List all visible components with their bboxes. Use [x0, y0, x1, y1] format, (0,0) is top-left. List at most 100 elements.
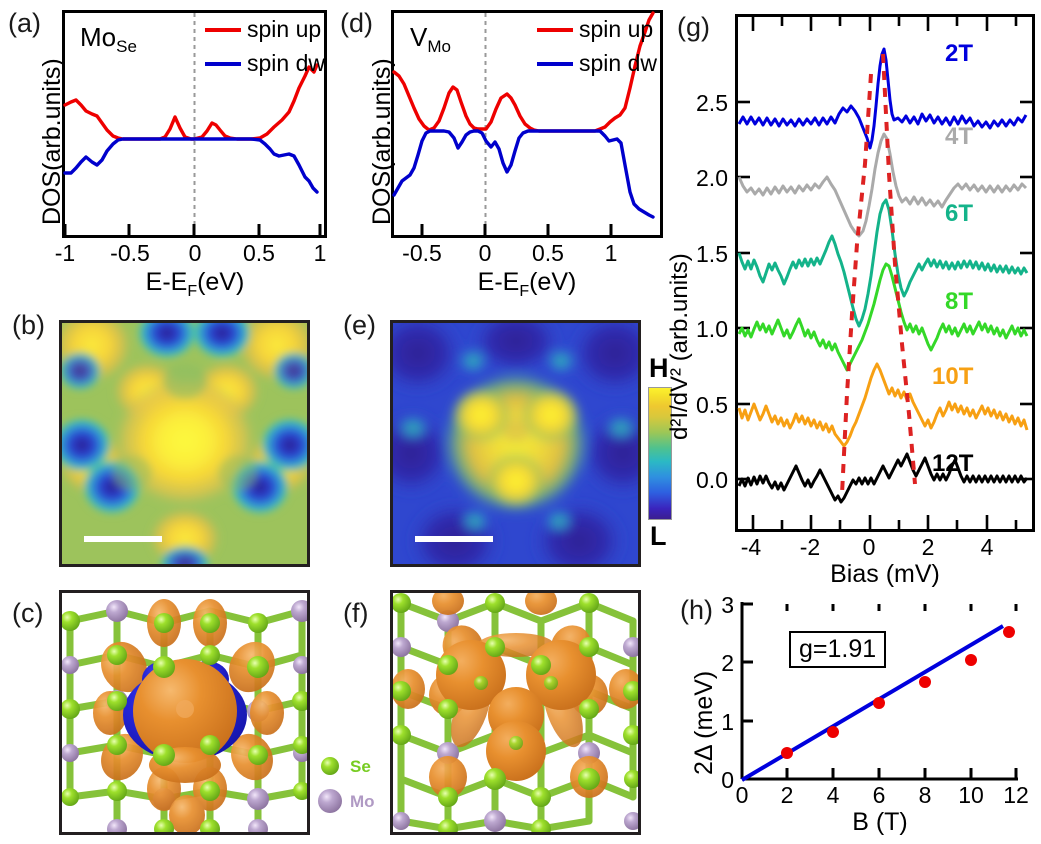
panel-h-ytick-3: 3: [721, 592, 734, 618]
series-12T: [737, 452, 1029, 504]
panel-a-ylabel: DOS(arb.units): [38, 58, 66, 225]
panel-h-data-points: [781, 626, 1015, 759]
panel-a-xtick-4: 1: [313, 240, 327, 266]
colorbar-high-label: H: [649, 353, 669, 383]
panel-d-svg: [391, 10, 663, 238]
legend-line-spin-up-d: [537, 28, 573, 32]
panel-g-xtick-2: 0: [862, 534, 876, 560]
panel-h-ytick-0: 0: [721, 767, 734, 793]
panel-g-curve-label-12T: 12T: [932, 450, 974, 477]
panel-h-xtick-6: 12: [1003, 782, 1029, 808]
panel-e-label: (e): [343, 310, 376, 340]
panel-d-label: (d): [340, 8, 373, 38]
series-4T: [737, 132, 1028, 238]
panel-h-xlabel: B (T): [852, 808, 908, 836]
panel-g-xtick-4: 4: [980, 534, 994, 560]
legend-label-se: Se: [350, 757, 371, 776]
guide-left: [840, 73, 873, 495]
panel-c-image: [59, 590, 310, 835]
panel-a-annotation: MoSe: [80, 22, 137, 57]
panel-g-ytick-1: 0.5: [696, 392, 728, 418]
panel-d-annotation: VMo: [410, 22, 451, 57]
panel-a-chart: [62, 10, 327, 238]
legend-label-mo: Mo: [350, 792, 375, 811]
panel-d-xlabel-main: E-E: [477, 268, 520, 296]
panel-b-stm-map: [62, 323, 307, 564]
panel-g-ytick-3: 1.5: [696, 241, 728, 267]
panel-d-xtick-1: 0: [478, 240, 492, 266]
panel-b-image: [59, 320, 310, 567]
panel-g-ytick-5: 2.5: [696, 90, 728, 116]
series-10T: [737, 362, 1029, 448]
panel-b-scalebar: [84, 536, 162, 542]
panel-g-curve-label-6T: 6T: [945, 200, 974, 227]
panel-g-label: (g): [677, 12, 710, 42]
panel-a-xtick-1: -0.5: [110, 240, 150, 266]
legend-line-spin-dw-a: [205, 62, 241, 66]
panel-g-curve-label-4T: 4T: [945, 123, 974, 150]
panel-b-label: (b): [12, 310, 45, 340]
series-8T: [737, 262, 1029, 372]
panel-h-chart: [739, 602, 1020, 782]
panel-d-ylabel: DOS(arb.units): [368, 58, 396, 225]
mo-atom-icon: [318, 789, 342, 813]
series-spin-dw-a: [63, 137, 319, 194]
panel-d-annotation-main: V: [410, 22, 428, 52]
panel-d-xtick-3: 1: [604, 240, 618, 266]
panel-a-label: (a): [8, 8, 41, 38]
atom-legend-svg: [318, 757, 342, 813]
panel-h-xtick-5: 10: [958, 782, 984, 808]
panel-a-xtick-3: 0.5: [243, 240, 275, 266]
panel-g-ytick-2: 1.0: [696, 316, 728, 342]
panel-e-image: [390, 320, 641, 567]
series-6T: [737, 198, 1029, 328]
panel-h-ytick-1: 1: [721, 709, 734, 735]
panel-h-xtick-3: 6: [872, 782, 886, 808]
colorbar: [648, 387, 672, 520]
panel-e-stm-map: [393, 323, 638, 564]
panel-d-annotation-sub: Mo: [427, 37, 451, 57]
panel-c-atom-legend: [318, 752, 408, 824]
legend-line-spin-dw-d: [537, 62, 573, 66]
panel-g-xtick-0: -4: [740, 534, 762, 560]
panel-h-annotation: g=1.91: [789, 631, 887, 668]
series-spin-dw-d: [392, 129, 655, 219]
panel-a-xtick-0: -1: [54, 240, 76, 266]
panel-g-chart: [735, 14, 1035, 532]
legend-label-spin-up-d: spin up: [579, 16, 654, 42]
panel-a-annotation-sub: Se: [116, 37, 137, 57]
panel-h-label: (h): [680, 595, 713, 625]
panel-g-xtick-1: -2: [799, 534, 821, 560]
panel-d-xlabel: E-EF(eV): [437, 268, 617, 301]
colorbar-low-label: L: [650, 521, 667, 551]
panel-f-image: [390, 590, 641, 835]
panel-a-xtick-2: 0: [188, 240, 202, 266]
panel-a-xlabel: E-EF(eV): [105, 268, 285, 301]
panel-g-ylabel: d²I/dV² (arb.units): [666, 253, 693, 440]
panel-e-scalebar: [415, 536, 493, 542]
panel-h-ylabel: 2Δ (meV): [690, 670, 718, 775]
panel-g-curve-label-8T: 8T: [945, 288, 974, 315]
legend-label-spin-dw-d: spin dw: [579, 50, 657, 76]
panel-a-xlabel-sub: F: [187, 283, 198, 300]
panel-a-xlabel-main: E-E: [145, 268, 188, 296]
panel-h-svg: [740, 602, 1018, 782]
panel-g-xtick-3: 2: [921, 534, 935, 560]
legend-label-spin-up-a: spin up: [247, 16, 322, 42]
legend-label-spin-dw-a: spin dw: [247, 50, 325, 76]
panel-g-svg: [735, 14, 1035, 532]
panel-c-structure: [62, 593, 307, 832]
panel-g-ytick-4: 2.0: [696, 165, 728, 191]
panel-f-label: (f): [343, 598, 369, 628]
panel-g-curve-label-2T: 2T: [945, 40, 974, 67]
panel-a-annotation-main: Mo: [80, 22, 117, 52]
panel-g-ytick-0: 0.0: [696, 467, 728, 493]
panel-c-label: (c): [12, 598, 44, 628]
se-atom-icon: [321, 757, 339, 775]
panel-h-xtick-0: 0: [735, 782, 749, 808]
panel-a-svg: [62, 10, 327, 238]
panel-h-xtick-2: 4: [826, 782, 840, 808]
panel-d-xlabel-tail: (eV): [529, 268, 577, 296]
panel-h-xtick-1: 2: [780, 782, 794, 808]
panel-g-xlabel: Bias (mV): [830, 560, 940, 588]
